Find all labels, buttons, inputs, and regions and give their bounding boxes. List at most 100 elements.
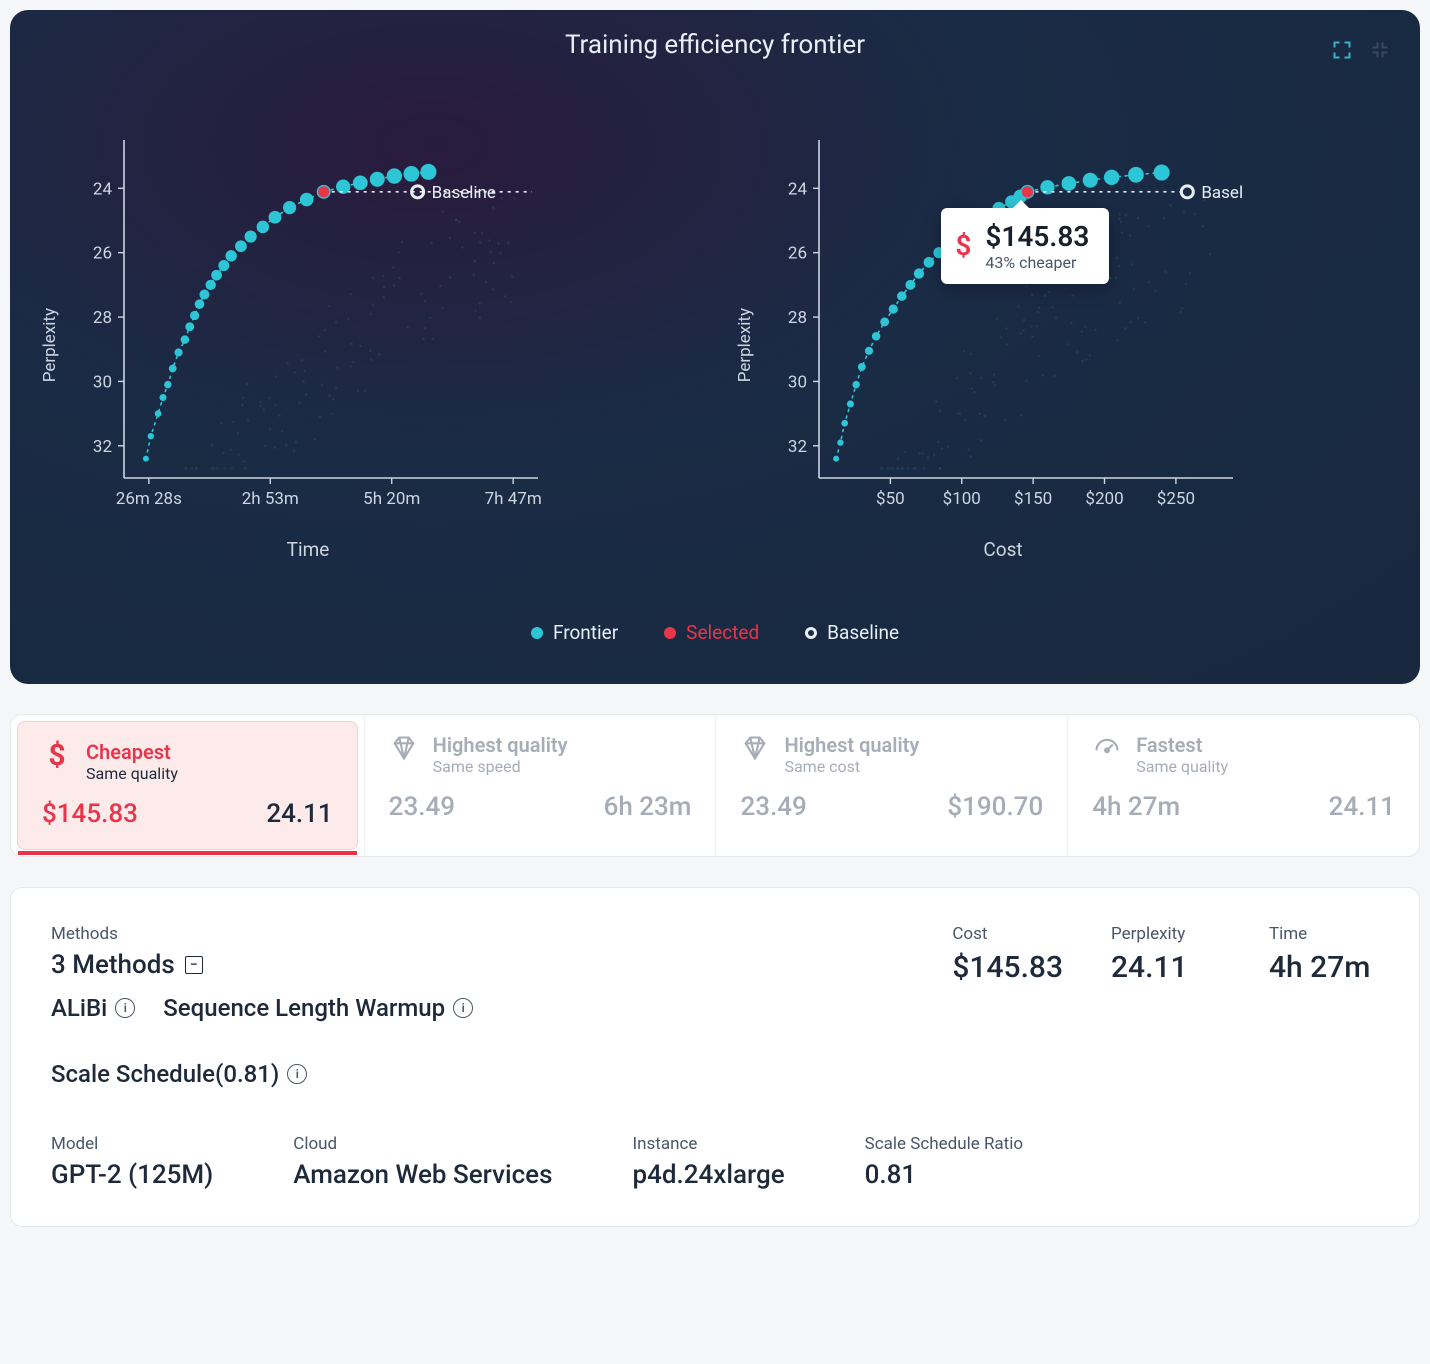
y-axis-label: Perplexity bbox=[735, 308, 755, 382]
svg-text:Baseline: Baseline bbox=[432, 183, 496, 203]
diamond-icon bbox=[740, 733, 770, 763]
tooltip-card: $ $145.83 43% cheaper bbox=[941, 208, 1109, 284]
card-subtitle: Same speed bbox=[433, 757, 568, 776]
perplexity-label: Perplexity bbox=[1111, 924, 1221, 944]
legend-frontier[interactable]: Frontier bbox=[531, 621, 618, 644]
legend: Frontier Selected Baseline bbox=[40, 621, 1390, 644]
field-label: Scale Schedule Ratio bbox=[865, 1134, 1023, 1154]
cost-label: Cost bbox=[952, 924, 1063, 944]
detail-field: Cloud Amazon Web Services bbox=[293, 1134, 552, 1190]
card-subtitle: Same cost bbox=[784, 757, 919, 776]
card-value-2: 6h 23m bbox=[604, 792, 692, 822]
y-axis-label: Perplexity bbox=[40, 308, 60, 382]
dollar-icon: $ bbox=[42, 740, 72, 770]
detail-field: Model GPT-2 (125M) bbox=[51, 1134, 213, 1190]
methods-label: Methods bbox=[51, 924, 912, 944]
dollar-icon: $ bbox=[955, 229, 971, 262]
time-label: Time bbox=[1269, 924, 1379, 944]
method-chip[interactable]: ALiBii bbox=[51, 994, 135, 1022]
svg-text:Baseline: Baseline bbox=[1201, 183, 1243, 203]
field-value: GPT-2 (125M) bbox=[51, 1160, 213, 1190]
time-chart: Perplexity 24 26 28 30 32 26m 28s 2h 53m 5h 20m… bbox=[40, 130, 695, 561]
card-value-1: 4h 27m bbox=[1092, 792, 1180, 822]
time-value: 4h 27m bbox=[1269, 950, 1379, 985]
detail-field: Instance p4d.24xlarge bbox=[632, 1134, 784, 1190]
legend-frontier-label: Frontier bbox=[553, 621, 618, 644]
svg-text:30: 30 bbox=[93, 372, 112, 392]
svg-text:28: 28 bbox=[93, 308, 112, 328]
info-icon[interactable]: i bbox=[115, 998, 135, 1018]
info-icon[interactable]: i bbox=[287, 1064, 307, 1084]
svg-text:$200: $200 bbox=[1085, 489, 1123, 509]
legend-selected[interactable]: Selected bbox=[664, 621, 759, 644]
card-fastest[interactable]: FastestSame quality 4h 27m 24.11 bbox=[1067, 715, 1419, 856]
tooltip-value: $145.83 bbox=[985, 220, 1089, 253]
cost-chart: Perplexity 24 26 28 30 32 $50 $100 $150 $200 $250… bbox=[735, 130, 1390, 561]
svg-text:2h 53m: 2h 53m bbox=[242, 489, 299, 509]
svg-text:$100: $100 bbox=[943, 489, 981, 509]
card-value-1: 23.49 bbox=[389, 792, 455, 822]
card-value-2: 24.11 bbox=[266, 799, 332, 829]
svg-text:$150: $150 bbox=[1014, 489, 1052, 509]
card-value-2: 24.11 bbox=[1329, 792, 1395, 822]
svg-text:5h 20m: 5h 20m bbox=[363, 489, 420, 509]
svg-text:26m 28s: 26m 28s bbox=[116, 489, 182, 509]
time-chart-svg[interactable]: 24 26 28 30 32 26m 28s 2h 53m 5h 20m 7h 47m Basel… bbox=[68, 130, 548, 530]
svg-text:24: 24 bbox=[93, 179, 113, 199]
card-title: Fastest bbox=[1136, 733, 1228, 757]
card-subtitle: Same quality bbox=[1136, 757, 1228, 776]
field-value: 0.81 bbox=[865, 1160, 1023, 1190]
perplexity-value: 24.11 bbox=[1111, 950, 1221, 985]
gauge-icon bbox=[1092, 733, 1122, 763]
method-name: Sequence Length Warmup bbox=[163, 994, 445, 1022]
detail-field: Scale Schedule Ratio 0.81 bbox=[865, 1134, 1023, 1190]
svg-text:30: 30 bbox=[788, 372, 807, 392]
svg-text:$250: $250 bbox=[1157, 489, 1195, 509]
card-hq-speed[interactable]: Highest qualitySame speed 23.49 6h 23m bbox=[364, 715, 716, 856]
collapse-icon[interactable] bbox=[1370, 40, 1390, 64]
svg-text:7h 47m: 7h 47m bbox=[485, 489, 542, 509]
chart-panel: Training efficiency frontier Perplexity … bbox=[10, 10, 1420, 684]
methods-count[interactable]: 3 Methods − bbox=[51, 950, 912, 980]
method-chip[interactable]: Scale Schedule(0.81) i bbox=[51, 1060, 912, 1088]
x-axis-label: Time bbox=[68, 538, 548, 561]
summary-cards: $CheapestSame quality$145.8324.11Highest… bbox=[10, 714, 1420, 857]
card-subtitle: Same quality bbox=[86, 764, 178, 783]
legend-selected-label: Selected bbox=[686, 621, 759, 644]
field-label: Model bbox=[51, 1134, 213, 1154]
expand-icon[interactable] bbox=[1332, 40, 1352, 64]
x-axis-label: Cost bbox=[763, 538, 1243, 561]
svg-text:32: 32 bbox=[93, 437, 112, 457]
card-value-2: $190.70 bbox=[947, 792, 1043, 822]
collapse-methods-icon[interactable]: − bbox=[185, 956, 203, 974]
svg-text:32: 32 bbox=[788, 437, 807, 457]
tooltip-subtitle: 43% cheaper bbox=[985, 253, 1089, 272]
legend-baseline-label: Baseline bbox=[827, 621, 899, 644]
svg-text:24: 24 bbox=[788, 179, 808, 199]
card-value-1: 23.49 bbox=[740, 792, 806, 822]
card-value-1: $145.83 bbox=[42, 799, 138, 829]
svg-text:28: 28 bbox=[788, 308, 807, 328]
field-label: Cloud bbox=[293, 1134, 552, 1154]
field-value: p4d.24xlarge bbox=[632, 1160, 784, 1190]
cost-chart-svg[interactable]: 24 26 28 30 32 $50 $100 $150 $200 $250 Baseline bbox=[763, 130, 1243, 530]
card-title: Highest quality bbox=[433, 733, 568, 757]
method-name: Scale Schedule(0.81) bbox=[51, 1060, 279, 1088]
svg-text:26: 26 bbox=[93, 244, 112, 264]
card-cheapest[interactable]: $ CheapestSame quality $145.83 24.11 bbox=[17, 721, 358, 850]
method-name: ALiBi bbox=[51, 994, 107, 1022]
card-hq-cost[interactable]: Highest qualitySame cost 23.49 $190.70 bbox=[715, 715, 1067, 856]
method-chip[interactable]: Sequence Length Warmup i bbox=[163, 994, 473, 1022]
field-value: Amazon Web Services bbox=[293, 1160, 552, 1190]
legend-baseline[interactable]: Baseline bbox=[805, 621, 899, 644]
svg-text:$50: $50 bbox=[876, 489, 905, 509]
card-title: Cheapest bbox=[86, 740, 178, 764]
info-icon[interactable]: i bbox=[453, 998, 473, 1018]
cost-value: $145.83 bbox=[952, 950, 1063, 985]
card-title: Highest quality bbox=[784, 733, 919, 757]
field-label: Instance bbox=[632, 1134, 784, 1154]
chart-title: Training efficiency frontier bbox=[40, 30, 1390, 60]
svg-text:26: 26 bbox=[788, 244, 807, 264]
detail-panel: Methods 3 Methods − ALiBiiSequence Lengt… bbox=[10, 887, 1420, 1227]
diamond-icon bbox=[389, 733, 419, 763]
